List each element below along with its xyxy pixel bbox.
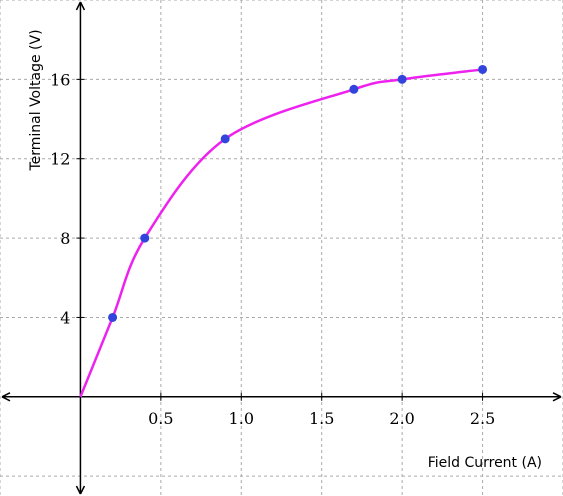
- y-tick-label: 16: [50, 70, 70, 89]
- y-tick-label: 8: [60, 229, 70, 248]
- x-axis-arrow-left: [1, 392, 11, 402]
- y-tick-label: 4: [60, 308, 70, 327]
- data-point: [108, 312, 118, 322]
- data-points: [108, 64, 488, 322]
- data-point: [478, 64, 488, 74]
- data-point: [397, 74, 407, 84]
- y-axis-arrow-bottom: [75, 485, 86, 495]
- x-tick-label: 1.5: [309, 409, 334, 428]
- data-point: [220, 134, 230, 144]
- x-tick-label: 1.0: [229, 409, 254, 428]
- y-axis-label: Terminal Voltage (V): [28, 29, 44, 171]
- x-tick-label: 2.5: [470, 409, 495, 428]
- y-tick-label: 12: [50, 150, 70, 169]
- y-axis-arrow: [75, 1, 86, 11]
- x-tick-label: 2.0: [389, 409, 414, 428]
- data-point: [349, 84, 359, 94]
- ticks: 0.5 1.0 1.5 2.0 2.5 4 8 12 16: [50, 70, 495, 427]
- x-axis-label: Field Current (A): [428, 455, 542, 471]
- x-axis-arrow: [552, 392, 562, 402]
- data-point: [140, 233, 150, 243]
- x-tick-label: 0.5: [148, 409, 173, 428]
- series-curve: [79, 68, 483, 398]
